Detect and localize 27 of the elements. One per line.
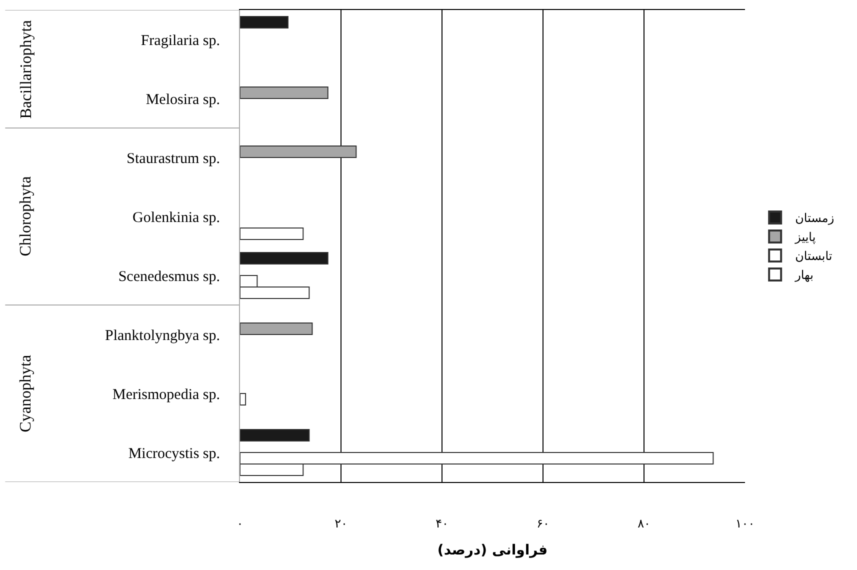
- text: Cyanophyta: [17, 354, 34, 432]
- y-tick-label: Microcystis sp.: [128, 446, 220, 462]
- text: Chlorophyta: [17, 176, 34, 256]
- x-tick-label: ۲۰: [334, 516, 348, 530]
- y-tick-label: Staurastrum sp.: [126, 150, 220, 167]
- bar: [240, 16, 288, 28]
- text: Bacillariophyta: [18, 20, 35, 119]
- y-tick-label: Fragilaria sp.: [140, 32, 220, 49]
- bar: [240, 252, 328, 264]
- bar: [240, 393, 246, 406]
- legend-label: پاییز: [794, 230, 816, 244]
- bar: [240, 428, 310, 442]
- y-tick-label: Melosira sp.: [146, 92, 220, 108]
- x-tick-label: ۱۰۰: [735, 516, 755, 530]
- y-tick-label: Golenkinia sp.: [132, 210, 220, 226]
- legend-label: تابستان: [795, 249, 832, 264]
- x-axis-title: فراوانی (درصد): [437, 542, 548, 559]
- legend-label: زمستان: [795, 211, 834, 226]
- legend-label: بهار: [794, 268, 814, 282]
- x-tick-label: ۶۰: [536, 516, 550, 530]
- x-tick-label: ۴۰: [436, 516, 448, 530]
- y-tick-label: Scenedesmus sp.: [118, 268, 220, 285]
- x-tick-label: ۸۰: [638, 516, 650, 530]
- y-tick-label: Merismopedia sp.: [112, 386, 220, 403]
- bar: [240, 228, 304, 240]
- x-tick-label: ۰: [236, 516, 244, 530]
- y-tick-label: Planktolyngbya sp.: [105, 328, 220, 344]
